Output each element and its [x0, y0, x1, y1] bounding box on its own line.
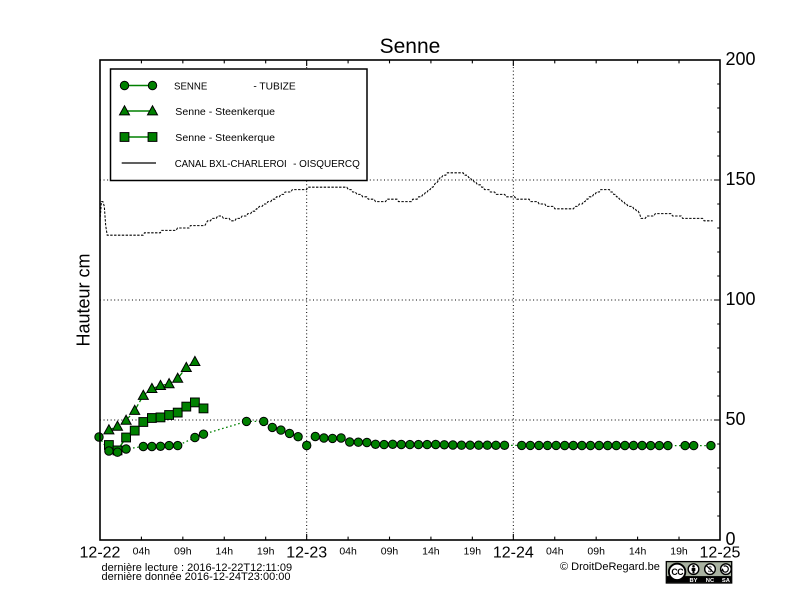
svg-text:14h: 14h: [629, 545, 647, 557]
svg-text:04h: 04h: [546, 545, 564, 557]
svg-text:CC: CC: [671, 567, 684, 577]
svg-text:12-23: 12-23: [286, 545, 327, 562]
svg-text:SENNE: SENNE: [174, 81, 207, 92]
svg-text:NC: NC: [706, 578, 715, 584]
svg-text:09h: 09h: [174, 545, 192, 557]
svg-text:100: 100: [726, 289, 756, 309]
svg-text:Senne - Steenkerque: Senne - Steenkerque: [175, 107, 275, 118]
svg-text:150: 150: [726, 169, 756, 189]
svg-text:12-25: 12-25: [700, 545, 741, 562]
svg-text:dernière lecture : 2016-12-22T: dernière lecture : 2016-12-22T12:11:09: [102, 562, 293, 574]
svg-text:14h: 14h: [216, 545, 234, 557]
svg-text:19h: 19h: [670, 545, 688, 557]
svg-text:CANAL BXL-CHARLEROI: CANAL BXL-CHARLEROI: [175, 159, 287, 170]
svg-text:dernière donnée 2016-12-24T23: dernière donnée 2016-12-24T23:00:00: [102, 571, 291, 583]
svg-text:12-22: 12-22: [80, 545, 121, 562]
svg-text:Senne: Senne: [380, 35, 441, 58]
svg-text:BY: BY: [689, 578, 697, 584]
svg-text:19h: 19h: [257, 545, 275, 557]
svg-text:SA: SA: [722, 578, 731, 584]
svg-text:14h: 14h: [422, 545, 440, 557]
svg-text:19h: 19h: [464, 545, 482, 557]
svg-text:09h: 09h: [587, 545, 605, 557]
svg-text:© DroitDeRegard.be: © DroitDeRegard.be: [560, 561, 660, 573]
svg-text:200: 200: [726, 49, 756, 69]
svg-text:12-24: 12-24: [493, 545, 534, 562]
svg-text:09h: 09h: [381, 545, 399, 557]
svg-text:Senne - Steenkerque: Senne - Steenkerque: [175, 133, 275, 144]
svg-text:Hauteur cm: Hauteur cm: [74, 253, 94, 346]
svg-text:50: 50: [726, 409, 746, 429]
svg-text:0: 0: [726, 529, 736, 549]
svg-text:04h: 04h: [339, 545, 357, 557]
svg-text:04h: 04h: [133, 545, 151, 557]
svg-text:- TUBIZE: - TUBIZE: [253, 81, 296, 92]
svg-text:- OISQUERCQ: - OISQUERCQ: [293, 159, 360, 170]
